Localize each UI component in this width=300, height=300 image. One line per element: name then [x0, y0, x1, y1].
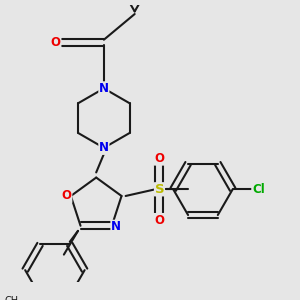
Text: O: O — [154, 152, 164, 165]
Text: S: S — [154, 183, 164, 196]
Text: O: O — [154, 214, 164, 226]
Text: N: N — [99, 141, 109, 154]
Text: N: N — [99, 82, 109, 95]
Text: Cl: Cl — [252, 183, 265, 196]
Text: CH₃: CH₃ — [4, 296, 22, 300]
Text: O: O — [62, 190, 72, 202]
Text: N: N — [111, 220, 121, 233]
Text: O: O — [51, 36, 61, 49]
